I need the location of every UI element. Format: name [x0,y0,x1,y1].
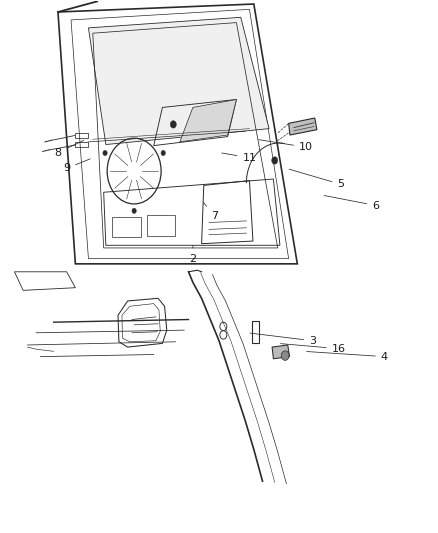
Circle shape [272,157,278,164]
Text: 9: 9 [63,159,90,173]
Bar [147,215,176,236]
Text: 16: 16 [280,344,346,354]
Polygon shape [272,345,290,359]
Bar [252,321,259,343]
Polygon shape [180,100,237,142]
Text: 10: 10 [259,140,313,152]
Text: 4: 4 [307,352,388,361]
Text: 8: 8 [54,140,84,158]
Text: 2: 2 [189,245,197,263]
Polygon shape [88,17,269,144]
Text: 6: 6 [324,196,379,211]
Circle shape [103,150,107,156]
Bar [74,133,88,138]
Circle shape [170,120,177,128]
Bar [113,217,141,237]
Bar [74,142,88,147]
Text: 3: 3 [250,333,316,346]
Circle shape [132,208,136,214]
Text: 11: 11 [222,153,257,163]
Polygon shape [289,118,317,135]
Text: 7: 7 [203,203,218,221]
Circle shape [161,150,166,156]
Circle shape [281,351,289,360]
Text: 5: 5 [289,169,344,189]
